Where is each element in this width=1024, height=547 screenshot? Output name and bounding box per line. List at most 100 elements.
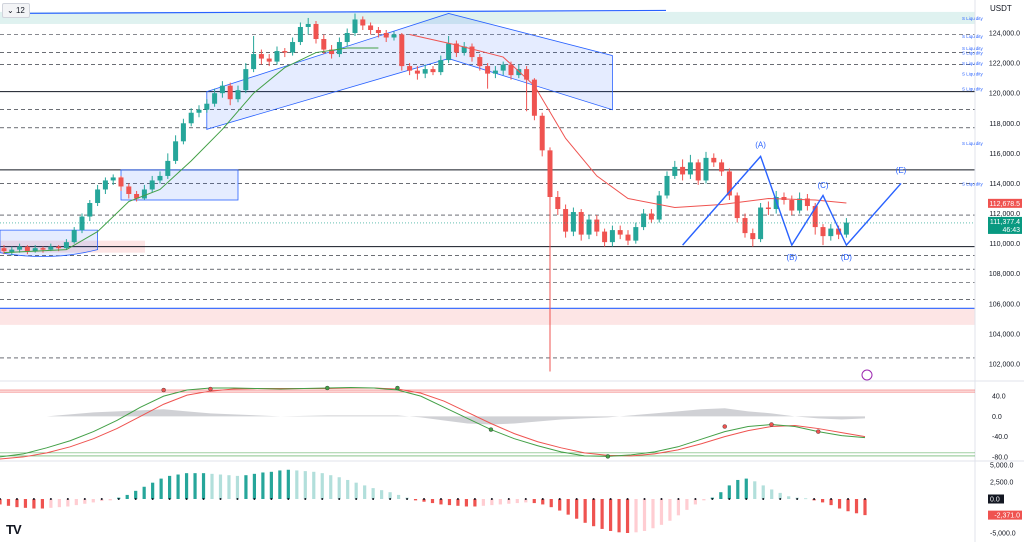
zero-cross-dot [626, 498, 629, 500]
momentum-bar [804, 498, 808, 500]
candle-body [157, 175, 163, 181]
candle-body [329, 49, 335, 55]
momentum-bar [201, 473, 206, 499]
candle-body [672, 166, 678, 176]
liquidity-label: S Liquidity [962, 72, 984, 77]
zero-cross-dot [864, 498, 866, 500]
momentum-bar [125, 494, 129, 499]
candle-body [711, 157, 717, 163]
candle-body [617, 230, 623, 235]
liquidity-label: S Liquidity [962, 51, 984, 56]
candle-body [508, 64, 514, 76]
momentum-bar [337, 477, 341, 499]
candle-body [407, 66, 413, 71]
candle-body [804, 198, 810, 207]
last-momentum-badge-bg [988, 510, 1022, 520]
crossover-dot [816, 429, 821, 434]
candle-body [570, 212, 576, 232]
candle-body [274, 51, 280, 62]
support-zone [0, 308, 975, 325]
crossover-dot [161, 387, 166, 393]
liquidity-label: S Liquidity [962, 181, 984, 186]
zero-cross-dot [677, 498, 680, 500]
momentum-bar [439, 499, 443, 505]
zero-cross-dot [847, 498, 850, 500]
momentum-bar [524, 499, 528, 503]
momentum-bar [541, 499, 545, 505]
price-tick-label: 124,000.0 [989, 31, 1020, 38]
zero-value-badge: 0.0 [990, 497, 1000, 504]
momentum-bar [702, 499, 706, 501]
zero-cross-dot [575, 498, 578, 500]
momentum-bar [770, 489, 774, 499]
candle-body [586, 219, 592, 235]
zero-cross-dot [643, 498, 646, 500]
momentum-bar [278, 470, 282, 499]
candle-body [48, 246, 54, 250]
tradingview-logo: TV [6, 522, 22, 537]
candle-body [399, 34, 405, 67]
wave-label: (B) [786, 253, 797, 262]
candle-body [360, 19, 366, 26]
candle-body [17, 246, 23, 250]
momentum-bar [286, 469, 290, 499]
candle-body [227, 85, 233, 100]
candle-body [110, 177, 116, 181]
candle-body [219, 85, 225, 94]
momentum-bar [863, 499, 867, 516]
momentum-bar [778, 492, 782, 499]
momentum-bar [15, 499, 19, 508]
candle-body [40, 248, 46, 250]
momentum-bar [23, 499, 28, 508]
zero-cross-dot [423, 498, 426, 500]
wave-pattern-line [682, 155, 902, 247]
momentum-bar [473, 499, 477, 507]
zero-cross-dot [202, 498, 205, 500]
candle-body [196, 109, 202, 113]
momentum-bar [642, 499, 647, 531]
candle-body [414, 70, 420, 74]
crossover-dot [605, 454, 611, 459]
interval-badge[interactable]: ⌄ 12 [2, 3, 30, 18]
currency-label[interactable]: USDT [990, 4, 1012, 13]
momentum-bar [159, 478, 163, 499]
price-tick-label: 118,000.0 [989, 121, 1020, 128]
momentum-bar [532, 499, 536, 504]
candle-body [656, 195, 662, 220]
momentum-bar [354, 482, 358, 499]
momentum-bar [668, 499, 672, 521]
momentum-bar [371, 488, 375, 499]
candle-body [820, 227, 826, 237]
candle-body [531, 79, 537, 116]
momentum-bar [498, 499, 502, 505]
candle-body [563, 209, 569, 232]
momentum-bar [363, 485, 367, 499]
zero-cross-dot [355, 498, 358, 500]
zero-cross-dot [711, 498, 714, 500]
liquidity-label: S Liquidity [962, 16, 984, 21]
candle-body [648, 213, 654, 220]
candle-body [446, 43, 452, 61]
momentum-bar [6, 499, 11, 506]
wave-label: (A) [755, 140, 766, 149]
momentum-bar [617, 499, 621, 533]
zero-cross-dot [100, 498, 103, 500]
candle-body [235, 90, 241, 100]
momentum-bar [820, 499, 825, 503]
candle-body [843, 222, 849, 235]
momentum-bar [40, 499, 45, 509]
momentum-bar [312, 471, 316, 499]
candle-body [789, 200, 795, 211]
candle-body [594, 219, 600, 232]
countdown-badge: 46:43 [1002, 227, 1020, 234]
zero-cross-dot [541, 498, 544, 500]
stoch-histogram-area [0, 408, 865, 425]
candle-body [352, 19, 358, 33]
momentum-bar [346, 479, 350, 499]
candle-body [204, 103, 210, 110]
price-tick-label: 116,000.0 [989, 151, 1020, 158]
zero-cross-dot [134, 498, 137, 500]
zero-cross-dot [609, 498, 612, 500]
candle-body [461, 46, 467, 53]
